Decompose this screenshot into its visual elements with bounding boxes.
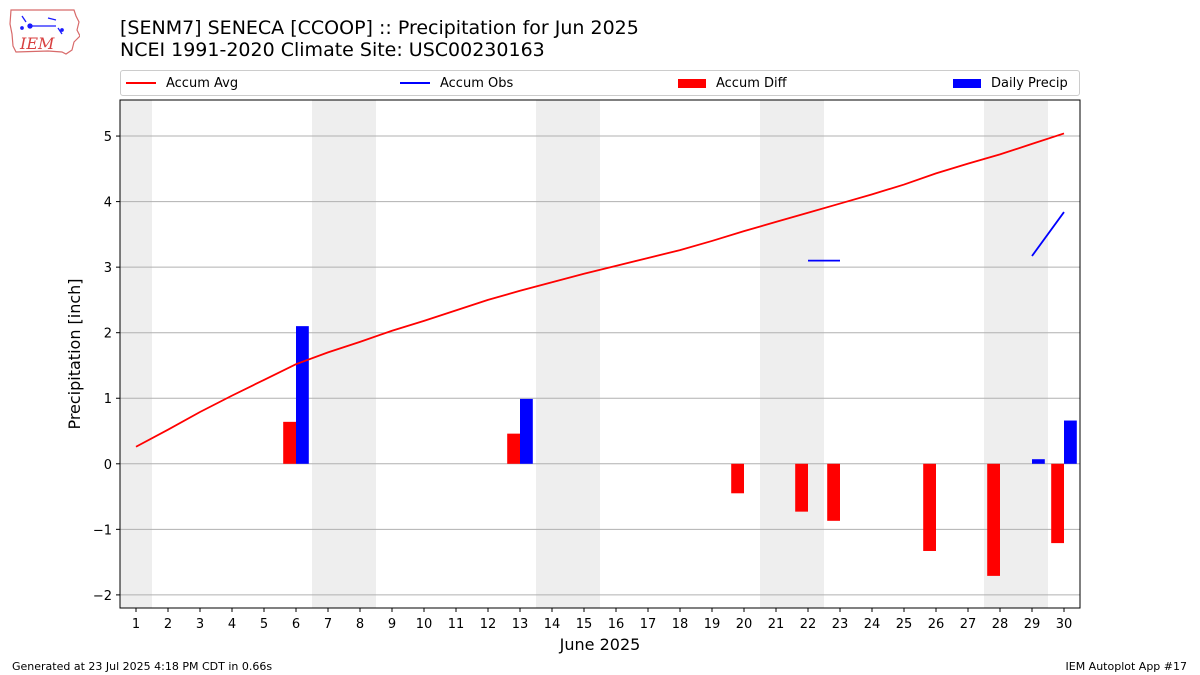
y-tick-label-7: 5	[104, 130, 112, 145]
y-tick-label-5: 3	[104, 261, 112, 276]
x-tick-label-8: 8	[356, 617, 364, 632]
x-tick-label-23: 23	[832, 617, 849, 632]
chart-title: [SENM7] SENECA [CCOOP] :: Precipitation …	[120, 17, 639, 61]
x-tick-label-20: 20	[736, 617, 753, 632]
x-tick-label-3: 3	[196, 617, 204, 632]
x-tick-label-18: 18	[672, 617, 689, 632]
x-tick-label-6: 6	[292, 617, 300, 632]
weekend-band-day-8	[344, 100, 376, 608]
x-tick-label-5: 5	[260, 617, 268, 632]
y-tick-label-3: 1	[104, 392, 112, 407]
x-tick-label-15: 15	[576, 617, 593, 632]
legend-item-accum-diff: Accum Diff	[678, 71, 787, 95]
iem-logo: IEM	[9, 9, 80, 55]
legend-label-accum-diff: Accum Diff	[716, 75, 787, 91]
y-tick-label-2: 0	[104, 458, 112, 473]
plot-frame	[119, 99, 1081, 609]
x-tick-label-21: 21	[768, 617, 785, 632]
x-tick-label-30: 30	[1056, 617, 1073, 632]
footer-generated: Generated at 23 Jul 2025 4:18 PM CDT in …	[12, 660, 273, 673]
x-axis-label: June 2025	[559, 635, 641, 654]
x-tick-label-11: 11	[448, 617, 465, 632]
x-tick-label-16: 16	[608, 617, 625, 632]
legend-swatch-daily-precip	[953, 78, 981, 88]
accum-diff-bar-day-13	[507, 433, 520, 464]
logo-text: IEM	[19, 34, 55, 53]
x-tick-label-27: 27	[960, 617, 977, 632]
x-tick-label-10: 10	[416, 617, 433, 632]
accum-diff-bar-day-26	[923, 463, 936, 551]
y-tick-label-1: −1	[93, 523, 112, 538]
x-tick-label-1: 1	[132, 617, 140, 632]
x-tick-label-17: 17	[640, 617, 657, 632]
legend-label-daily-precip: Daily Precip	[991, 75, 1068, 91]
y-tick-label-0: −2	[93, 589, 112, 604]
y-axis-label: Precipitation [inch]	[65, 278, 84, 429]
lines	[135, 132, 1065, 448]
legend-swatch-accum-obs	[400, 82, 430, 84]
chart-title-line1: [SENM7] SENECA [CCOOP] :: Precipitation …	[120, 17, 639, 39]
accum-diff-bar-day-30	[1051, 463, 1064, 544]
accum-avg-line	[135, 132, 1065, 448]
daily-precip-bar-day-30	[1064, 420, 1077, 464]
accum-obs-line	[808, 211, 1065, 262]
accum-diff-bar-day-23	[827, 463, 840, 521]
weekend-band-day-22	[792, 100, 824, 608]
accum-diff-bar-day-20	[731, 463, 744, 494]
x-tick-label-29: 29	[1024, 617, 1041, 632]
iowa-outline	[9, 9, 80, 55]
y-ticks: −2 −1 0 1 2 3 4 5	[93, 130, 120, 604]
x-ticks: 1 2 3 4 5 6 7 8 9 10 11 12 13 14 15 16 17 18 19 20 21 22 23 24 2…	[132, 608, 1072, 632]
footer-app-id: IEM Autoplot App #17	[1065, 660, 1188, 673]
weekend-band-day-29	[1016, 100, 1048, 608]
legend-item-accum-avg: Accum Avg	[126, 71, 238, 95]
weather-icons	[20, 15, 64, 35]
accum-diff-bar-day-28	[987, 463, 1000, 576]
daily-precip-bar-day-6	[296, 326, 309, 464]
weekend-band-day-14	[536, 100, 568, 608]
y-tick-label-6: 4	[104, 196, 112, 211]
legend-label-accum-avg: Accum Avg	[166, 75, 239, 91]
x-tick-label-2: 2	[164, 617, 172, 632]
gridlines	[120, 135, 1080, 596]
x-tick-label-14: 14	[544, 617, 561, 632]
chart-legend: Accum Avg Accum Obs Accum Diff Daily Pre…	[120, 70, 1080, 96]
x-tick-label-19: 19	[704, 617, 721, 632]
weekend-band-day-21	[760, 100, 792, 608]
daily-precip-bar-day-13	[520, 398, 533, 464]
x-tick-label-13: 13	[512, 617, 529, 632]
x-tick-label-12: 12	[480, 617, 497, 632]
x-tick-label-9: 9	[388, 617, 396, 632]
legend-label-accum-obs: Accum Obs	[440, 75, 514, 91]
accum-diff-bar-day-6	[283, 421, 296, 464]
weekend-band-day-7	[312, 100, 344, 608]
legend-swatch-accum-avg	[126, 82, 156, 84]
bars	[283, 326, 1077, 576]
legend-item-accum-obs: Accum Obs	[400, 71, 513, 95]
y-tick-label-4: 2	[104, 327, 112, 342]
weekend-shading	[120, 100, 1048, 608]
legend-swatch-accum-diff	[678, 78, 706, 88]
x-tick-label-4: 4	[228, 617, 236, 632]
x-tick-label-7: 7	[324, 617, 332, 632]
chart-title-line2: NCEI 1991-2020 Climate Site: USC00230163	[120, 39, 545, 61]
x-tick-label-26: 26	[928, 617, 945, 632]
x-tick-label-24: 24	[864, 617, 881, 632]
daily-precip-bar-day-29	[1032, 459, 1045, 464]
x-tick-label-22: 22	[800, 617, 817, 632]
weekend-band-day-15	[568, 100, 600, 608]
accum-diff-bar-day-22	[795, 463, 808, 512]
x-tick-label-28: 28	[992, 617, 1009, 632]
weekend-band-day-1	[120, 100, 152, 608]
legend-item-daily-precip: Daily Precip	[953, 71, 1068, 95]
x-tick-label-25: 25	[896, 617, 913, 632]
